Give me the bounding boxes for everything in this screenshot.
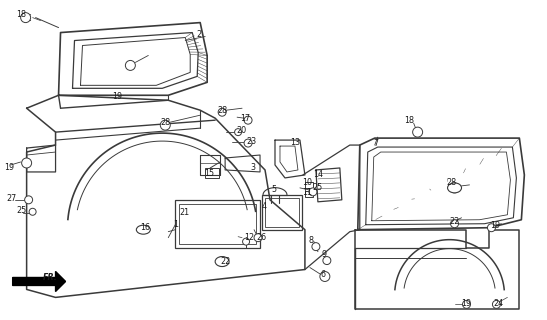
Circle shape xyxy=(125,60,135,70)
Circle shape xyxy=(244,139,252,147)
Circle shape xyxy=(323,257,331,265)
Text: 23: 23 xyxy=(246,137,256,146)
Text: 16: 16 xyxy=(141,223,150,232)
Circle shape xyxy=(254,234,262,242)
Circle shape xyxy=(312,243,320,251)
Text: 28: 28 xyxy=(446,179,457,188)
Ellipse shape xyxy=(136,225,150,234)
Text: 3: 3 xyxy=(250,164,255,172)
Text: 13: 13 xyxy=(290,138,300,147)
Circle shape xyxy=(309,188,317,196)
Text: 6: 6 xyxy=(321,270,326,279)
Circle shape xyxy=(320,271,330,282)
Circle shape xyxy=(218,108,226,116)
Circle shape xyxy=(463,300,470,308)
Ellipse shape xyxy=(447,183,462,193)
Ellipse shape xyxy=(215,257,229,267)
Circle shape xyxy=(242,238,249,245)
Text: 20: 20 xyxy=(236,126,246,135)
Text: 7: 7 xyxy=(374,139,379,148)
Circle shape xyxy=(29,208,36,215)
Bar xyxy=(265,198,299,227)
Text: 2: 2 xyxy=(196,30,201,39)
Circle shape xyxy=(244,116,252,124)
Text: 19: 19 xyxy=(4,164,15,172)
Text: 27: 27 xyxy=(7,194,16,203)
Bar xyxy=(205,168,219,178)
Text: 26: 26 xyxy=(256,233,266,242)
Text: 10: 10 xyxy=(302,179,312,188)
Text: 1: 1 xyxy=(173,220,178,229)
Text: 12: 12 xyxy=(244,233,254,242)
Text: 17: 17 xyxy=(240,114,250,123)
Bar xyxy=(179,204,256,244)
Text: 28: 28 xyxy=(217,106,227,115)
Text: 22: 22 xyxy=(220,257,230,266)
Text: 5: 5 xyxy=(271,185,276,194)
Text: 22: 22 xyxy=(450,217,460,226)
Circle shape xyxy=(217,257,227,267)
Text: 14: 14 xyxy=(313,171,323,180)
Text: 25: 25 xyxy=(312,183,322,192)
Circle shape xyxy=(235,129,242,136)
Text: 19: 19 xyxy=(112,92,123,101)
Bar xyxy=(305,182,313,188)
Text: 4: 4 xyxy=(262,202,267,211)
Text: 9: 9 xyxy=(322,250,327,259)
Bar xyxy=(262,195,302,230)
Circle shape xyxy=(22,158,32,168)
Bar xyxy=(175,200,260,248)
Circle shape xyxy=(160,120,170,130)
Text: 8: 8 xyxy=(309,236,314,245)
Text: 18: 18 xyxy=(16,10,27,19)
Bar xyxy=(305,191,313,197)
Text: 18: 18 xyxy=(404,116,414,125)
Circle shape xyxy=(25,196,33,204)
Circle shape xyxy=(492,300,501,308)
Circle shape xyxy=(21,13,31,23)
Circle shape xyxy=(451,220,458,228)
Text: 19: 19 xyxy=(491,221,501,230)
Text: FR.: FR. xyxy=(43,273,57,282)
Circle shape xyxy=(487,224,496,232)
Circle shape xyxy=(412,127,423,137)
Text: 25: 25 xyxy=(16,206,27,215)
Text: 28: 28 xyxy=(160,118,171,127)
Polygon shape xyxy=(13,271,66,292)
Text: 24: 24 xyxy=(493,299,504,308)
Circle shape xyxy=(450,183,459,193)
Text: 19: 19 xyxy=(462,299,472,308)
Text: 21: 21 xyxy=(179,208,189,217)
Text: 15: 15 xyxy=(204,169,214,179)
Text: 11: 11 xyxy=(302,188,312,197)
